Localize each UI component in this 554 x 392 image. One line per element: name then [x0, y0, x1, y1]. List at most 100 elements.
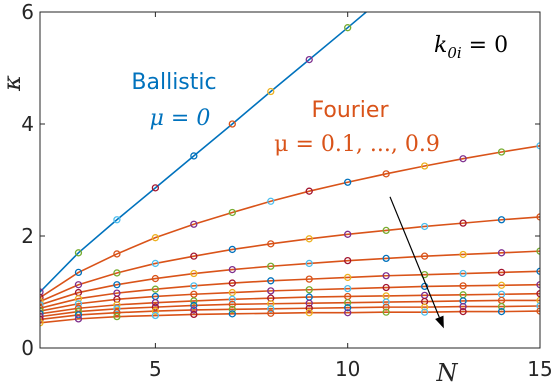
data-point-s2-1 [74, 281, 83, 289]
data-point-s0-7 [305, 55, 313, 64]
y-axis-label: κ [0, 75, 26, 92]
series-line-9 [40, 310, 540, 324]
data-point-s0-8 [344, 24, 352, 32]
data-point-s2-6 [267, 240, 275, 248]
data-point-s1-7 [305, 187, 313, 195]
x-tick-label-5: 5 [149, 357, 162, 381]
data-point-s2-9 [382, 226, 390, 235]
data-point-s5-4 [190, 290, 198, 298]
x-axis-label: N [436, 359, 459, 387]
data-point-s3-11 [459, 250, 467, 259]
series-line-6 [40, 292, 540, 315]
data-point-s5-8 [344, 284, 352, 293]
data-point-s1-6 [267, 197, 275, 205]
data-point-s3-10 [420, 252, 429, 260]
data-point-s9-4 [190, 310, 198, 319]
data-point-s7-2 [113, 305, 121, 313]
data-point-s0-6 [267, 87, 275, 96]
data-point-s8-1 [74, 311, 83, 319]
data-point-s7-5 [228, 300, 236, 308]
data-point-s1-11 [459, 155, 467, 163]
data-point-s8-10 [420, 303, 429, 311]
series-line-0 [40, 12, 368, 293]
data-point-s4-6 [267, 277, 275, 285]
data-point-s5-11 [459, 282, 467, 290]
data-point-s7-0 [40, 312, 44, 321]
data-point-s5-12 [497, 281, 506, 289]
data-point-s9-1 [74, 315, 83, 323]
data-point-s5-13 [536, 281, 540, 289]
data-point-s6-13 [536, 290, 540, 298]
data-point-s1-1 [74, 268, 83, 277]
x-tick-label-15: 15 [527, 357, 552, 381]
fourier-label: Fourier [311, 98, 389, 123]
data-point-s5-0 [40, 307, 44, 315]
annotation-arrow-line [389, 196, 440, 318]
y-tick-label-2: 2 [21, 224, 34, 248]
data-point-s6-4 [190, 297, 198, 305]
data-point-s7-13 [536, 296, 540, 305]
y-tick-label-6: 6 [21, 0, 34, 24]
data-point-s9-3 [151, 311, 160, 320]
data-point-s0-5 [228, 120, 236, 128]
data-point-s1-0 [40, 293, 44, 302]
x-tick-label-10: 10 [335, 357, 360, 381]
data-point-s1-3 [151, 234, 160, 242]
data-point-s4-5 [228, 279, 236, 287]
series-line-8 [40, 305, 540, 321]
data-point-s8-9 [382, 303, 390, 311]
data-point-s2-3 [151, 259, 160, 268]
data-point-s8-8 [344, 304, 352, 312]
data-point-s4-0 [40, 304, 44, 312]
data-point-s2-2 [113, 269, 121, 277]
data-point-s5-6 [267, 287, 275, 295]
data-point-s4-11 [459, 269, 467, 278]
data-point-s3-9 [382, 254, 390, 263]
data-point-s2-0 [40, 297, 44, 306]
data-point-s7-7 [305, 299, 313, 307]
data-point-s9-0 [40, 319, 44, 327]
series-line-2 [40, 216, 540, 303]
k0i-label: k0i = 0 [434, 33, 508, 62]
axes-layer [39, 11, 541, 349]
data-point-s4-12 [497, 268, 506, 277]
data-point-s8-12 [497, 302, 506, 311]
data-point-s7-4 [190, 301, 198, 310]
data-point-s8-13 [536, 302, 540, 310]
y-tick-label-4: 4 [21, 112, 34, 136]
data-point-s2-7 [305, 235, 313, 243]
data-point-s9-11 [459, 307, 467, 316]
data-point-s4-7 [305, 275, 313, 283]
data-point-s2-12 [497, 216, 506, 224]
data-point-s1-8 [344, 178, 352, 186]
data-point-s5-1 [74, 300, 83, 308]
data-point-s9-9 [382, 308, 390, 316]
data-point-s6-2 [113, 301, 121, 309]
data-point-s0-0 [40, 288, 44, 296]
data-point-s0-3 [151, 184, 160, 192]
data-point-s2-13 [536, 213, 540, 221]
data-point-s4-9 [382, 272, 390, 280]
data-point-s9-13 [536, 307, 540, 315]
data-point-s4-1 [74, 295, 83, 303]
tick-label-layer: 5 10 15 0 2 4 6 [21, 0, 552, 381]
data-point-s1-9 [382, 170, 390, 178]
data-point-s3-3 [151, 274, 160, 283]
data-point-s7-9 [382, 298, 390, 306]
data-point-s0-4 [190, 152, 198, 160]
data-point-s1-5 [228, 208, 236, 217]
data-point-s7-8 [344, 298, 352, 307]
fourier-mu-label: μ = 0.1, ..., 0.9 [274, 132, 440, 157]
data-point-s7-6 [267, 300, 275, 308]
data-point-s8-7 [305, 304, 313, 312]
series-line-5 [40, 283, 540, 312]
data-point-s9-12 [497, 307, 506, 316]
data-point-s1-2 [113, 250, 121, 258]
data-point-s3-5 [228, 265, 236, 274]
data-point-s5-10 [420, 282, 429, 291]
series-line-4 [40, 270, 540, 310]
data-point-s2-4 [190, 252, 198, 260]
data-point-s9-8 [344, 309, 352, 317]
data-point-s3-6 [267, 262, 275, 270]
